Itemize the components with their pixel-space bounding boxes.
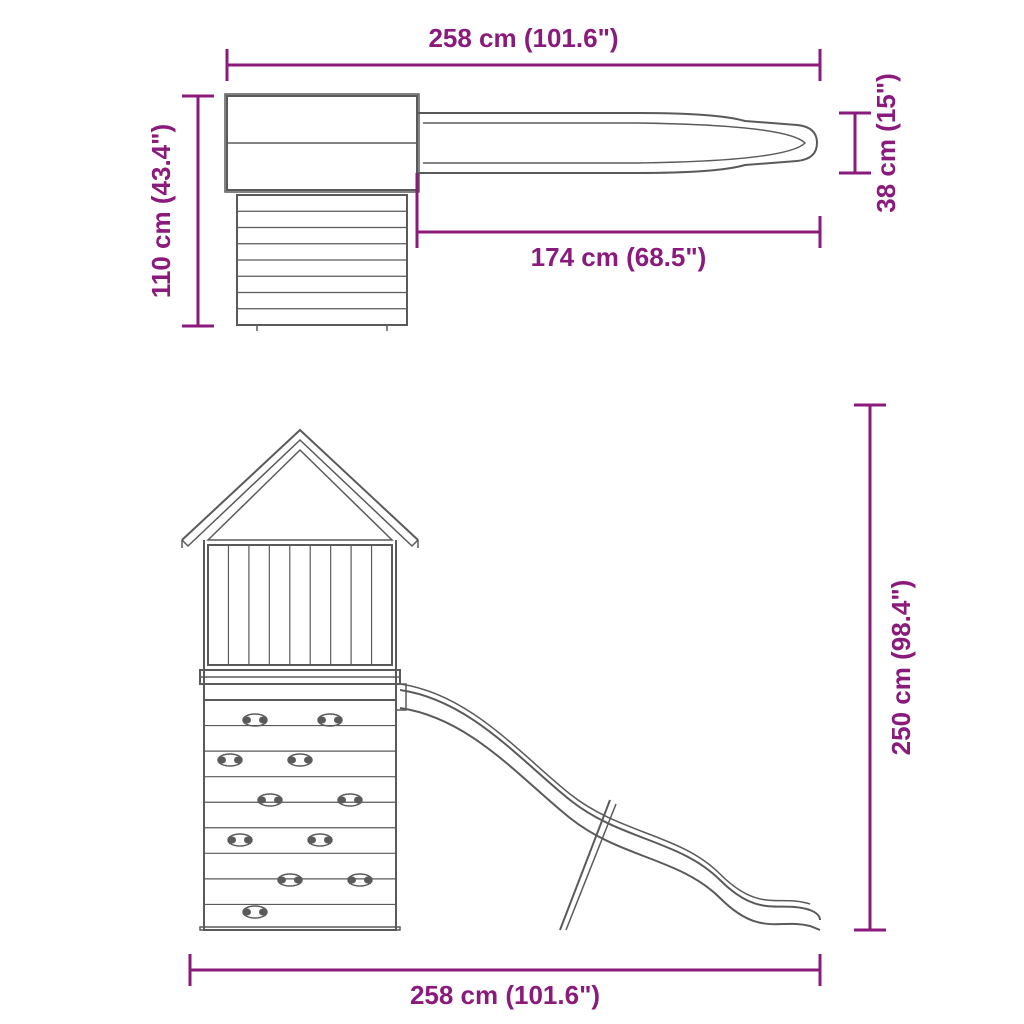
dim-top-width: 258 cm (101.6") xyxy=(227,23,820,81)
dim-slide-length: 174 cm (68.5") xyxy=(417,216,820,272)
dim-front-width: 258 cm (101.6") xyxy=(190,954,820,1010)
dim-top-depth-label: 110 cm (43.4") xyxy=(146,124,176,298)
dim-top-width-label: 258 cm (101.6") xyxy=(428,23,618,53)
dim-top-depth: 110 cm (43.4") xyxy=(146,96,214,326)
dim-slide-length-label: 174 cm (68.5") xyxy=(531,242,707,272)
dimension-diagram: 258 cm (101.6") 110 cm (43.4") 174 cm (68.… xyxy=(0,0,1024,1024)
dim-front-width-label: 258 cm (101.6") xyxy=(410,980,600,1010)
dim-slide-width-label: 38 cm (15") xyxy=(871,73,901,213)
top-view xyxy=(225,94,817,331)
dim-slide-width: 38 cm (15") xyxy=(839,73,901,213)
dim-front-height-label: 250 cm (98.4") xyxy=(886,580,916,756)
front-view xyxy=(182,405,854,930)
dim-front-height: 250 cm (98.4") xyxy=(854,405,916,930)
